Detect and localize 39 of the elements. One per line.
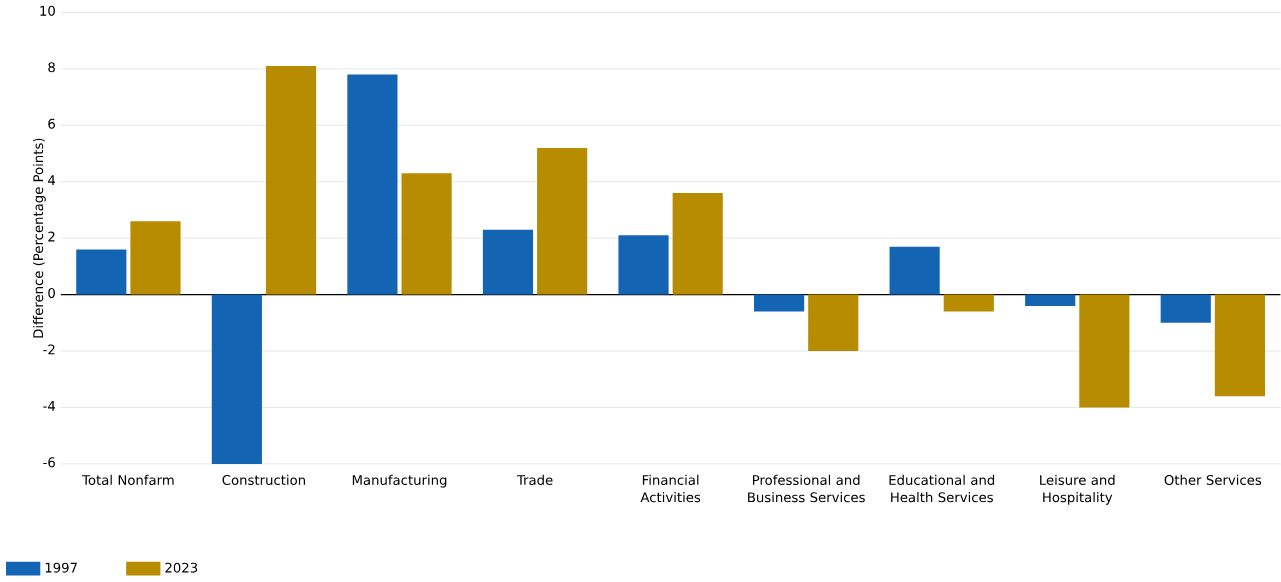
x-tick-label: Professional and Business Services bbox=[748, 474, 865, 503]
bar bbox=[943, 294, 994, 312]
x-tick-label: Total Nonfarm bbox=[82, 474, 174, 485]
legend-label: 1997 bbox=[45, 562, 77, 573]
bar bbox=[1079, 294, 1130, 408]
y-tick-label: 10 bbox=[40, 5, 55, 16]
bar bbox=[401, 173, 452, 295]
bar bbox=[76, 249, 127, 295]
bar bbox=[618, 235, 669, 295]
bar bbox=[672, 192, 723, 295]
y-tick-label: -2 bbox=[43, 344, 55, 355]
x-tick-label: Financial Activities bbox=[640, 474, 701, 503]
bar bbox=[808, 294, 859, 351]
legend-label: 2023 bbox=[165, 562, 198, 573]
y-tick-label: -4 bbox=[43, 400, 56, 411]
y-tick-label: 6 bbox=[48, 118, 55, 129]
bar bbox=[753, 294, 805, 312]
x-tick-label: Educational and Health Services bbox=[889, 474, 995, 503]
y-tick-label: 0 bbox=[48, 287, 55, 298]
y-tick-label: 4 bbox=[48, 175, 56, 185]
y-tick-label: 8 bbox=[48, 62, 55, 73]
x-tick-label: Trade bbox=[516, 474, 553, 485]
bar bbox=[1025, 294, 1076, 306]
x-tick-label: Other Services bbox=[1164, 474, 1262, 485]
bar bbox=[537, 147, 588, 295]
bar bbox=[265, 65, 317, 295]
y-axis-title: Difference (Percentage Points) bbox=[32, 138, 46, 338]
bar bbox=[347, 74, 398, 295]
x-tick-label: Construction bbox=[222, 474, 305, 485]
y-tick-label: -6 bbox=[43, 457, 55, 468]
x-tick-label: Manufacturing bbox=[352, 474, 447, 488]
bar bbox=[889, 246, 940, 295]
bar bbox=[1214, 294, 1265, 396]
x-tick-label: Leisure and Hospitality bbox=[1040, 474, 1115, 505]
y-tick-label: 2 bbox=[48, 231, 55, 242]
bar bbox=[482, 229, 534, 295]
bar bbox=[1160, 294, 1211, 323]
bar bbox=[211, 294, 262, 464]
bar bbox=[130, 221, 181, 295]
